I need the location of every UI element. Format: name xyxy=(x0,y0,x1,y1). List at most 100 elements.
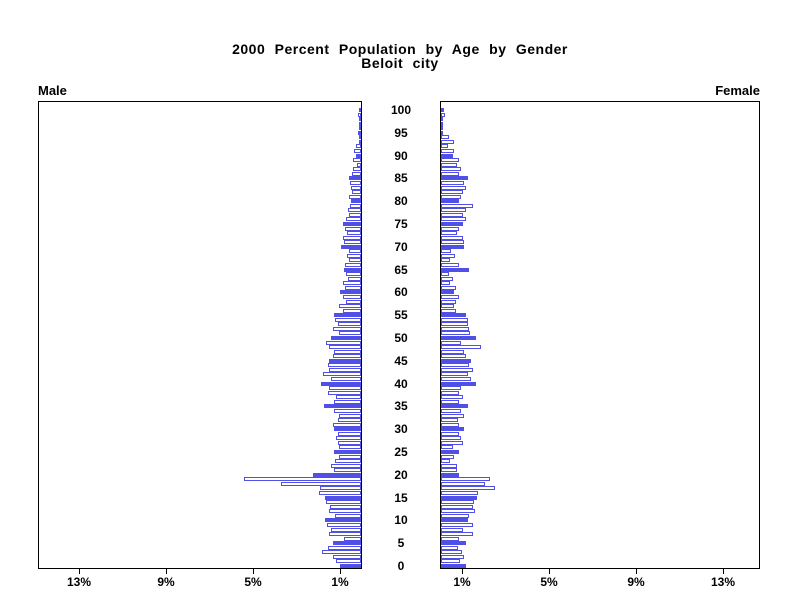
bar-female-age-14 xyxy=(441,500,474,505)
bar-male-age-80 xyxy=(351,199,361,204)
percent-tick-male-1 xyxy=(340,569,341,574)
bar-female-age-20 xyxy=(441,472,459,477)
bar-female-age-5 xyxy=(441,541,466,546)
bar-male-age-11 xyxy=(335,513,361,518)
bar-female-age-58 xyxy=(441,299,456,304)
percent-tick-male-9 xyxy=(166,569,167,574)
bar-male-age-75 xyxy=(343,222,361,226)
bar-female-age-43 xyxy=(441,367,473,372)
bar-male-age-18 xyxy=(281,481,361,486)
bar-female-age-7 xyxy=(441,532,473,537)
bar-male-age-76 xyxy=(346,217,361,222)
bar-male-age-92 xyxy=(356,144,361,149)
age-tick-label-0: 0 xyxy=(397,559,405,573)
bar-male-age-43 xyxy=(329,367,361,372)
bar-female-age-88 xyxy=(441,162,457,167)
percent-tick-label-female-5: 5% xyxy=(540,575,558,589)
bar-male-age-31 xyxy=(333,422,361,427)
bar-female-age-62 xyxy=(441,281,450,286)
bar-female-age-54 xyxy=(441,317,468,322)
bar-female-age-60 xyxy=(441,290,454,295)
bar-female-age-93 xyxy=(441,139,454,144)
bar-male-age-37 xyxy=(336,395,361,400)
bar-male-age-47 xyxy=(334,349,361,354)
bar-male-age-65 xyxy=(344,267,361,272)
bar-male-age-91 xyxy=(354,149,361,154)
male-panel-label: Male xyxy=(38,83,67,98)
bar-female-age-2 xyxy=(441,554,464,559)
bar-male-age-53 xyxy=(338,322,361,327)
bar-female-age-4 xyxy=(441,545,458,550)
bar-male-age-38 xyxy=(328,390,361,395)
bar-male-age-8 xyxy=(331,527,361,532)
bar-male-age-0 xyxy=(340,564,361,568)
bar-male-age-99 xyxy=(358,112,361,117)
bar-male-age-78 xyxy=(348,208,361,213)
bar-male-age-42 xyxy=(323,372,361,377)
bar-male-age-46 xyxy=(333,354,361,359)
bar-female-age-63 xyxy=(441,276,453,281)
bar-female-age-44 xyxy=(441,363,469,368)
bar-male-age-19 xyxy=(244,477,361,482)
bar-female-age-72 xyxy=(441,235,463,240)
bar-male-age-17 xyxy=(320,486,361,491)
bar-male-age-63 xyxy=(348,276,361,281)
percent-tick-label-male-1: 1% xyxy=(331,575,349,589)
bar-male-age-60 xyxy=(340,290,361,295)
age-tick-label-90: 90 xyxy=(394,148,408,163)
bar-male-age-16 xyxy=(319,491,361,496)
bar-female-age-40 xyxy=(441,381,476,386)
bar-male-age-96 xyxy=(359,126,361,131)
bar-female-age-8 xyxy=(441,527,463,532)
bar-male-age-82 xyxy=(352,190,361,195)
bar-male-age-68 xyxy=(347,253,361,258)
bar-male-age-1 xyxy=(336,559,361,564)
bar-male-age-62 xyxy=(343,281,361,286)
bar-male-age-55 xyxy=(334,313,361,318)
bar-female-age-96 xyxy=(441,126,443,131)
percent-tick-label-male-13: 13% xyxy=(66,575,92,589)
bar-male-age-9 xyxy=(327,522,361,527)
bar-male-age-50 xyxy=(331,336,361,340)
bar-male-age-45 xyxy=(329,358,361,363)
bar-male-age-57 xyxy=(339,304,361,309)
bar-female-age-48 xyxy=(441,345,481,350)
bar-female-age-47 xyxy=(441,349,464,354)
bar-female-age-69 xyxy=(441,249,451,254)
bar-female-age-41 xyxy=(441,377,471,382)
bar-male-age-90 xyxy=(356,153,361,158)
bar-male-age-6 xyxy=(344,536,361,541)
bar-male-age-72 xyxy=(343,235,361,240)
bar-female-age-18 xyxy=(441,481,485,486)
bar-female-age-17 xyxy=(441,486,495,491)
bar-female-age-74 xyxy=(441,226,459,231)
bar-female-age-10 xyxy=(441,518,468,523)
bar-male-age-83 xyxy=(351,185,361,190)
age-tick-label-65: 65 xyxy=(394,262,408,277)
bar-male-age-64 xyxy=(346,272,361,277)
bar-female-age-56 xyxy=(441,308,456,313)
bar-female-age-39 xyxy=(441,386,461,391)
bar-male-age-100 xyxy=(359,108,361,112)
bar-male-age-44 xyxy=(328,363,361,368)
bar-female-age-65 xyxy=(441,267,469,272)
age-tick-label-25: 25 xyxy=(394,445,408,459)
bar-male-age-24 xyxy=(339,454,361,459)
percent-tick-female-9 xyxy=(636,569,637,574)
bar-male-age-61 xyxy=(345,285,361,290)
bar-female-age-50 xyxy=(441,336,476,340)
age-tick-label-75: 75 xyxy=(394,217,408,231)
bar-male-age-97 xyxy=(359,121,361,126)
bar-female-age-0 xyxy=(441,564,466,568)
bar-male-age-73 xyxy=(347,231,361,236)
bar-male-age-85 xyxy=(349,176,361,181)
bar-female-age-86 xyxy=(441,171,459,176)
bar-male-age-27 xyxy=(338,440,361,445)
age-tick-label-10: 10 xyxy=(394,513,408,528)
age-tick-label-60: 60 xyxy=(394,285,408,300)
bar-male-age-59 xyxy=(343,294,361,299)
bar-male-age-13 xyxy=(330,504,361,509)
bar-female-age-81 xyxy=(441,194,461,199)
bar-female-age-85 xyxy=(441,176,468,181)
